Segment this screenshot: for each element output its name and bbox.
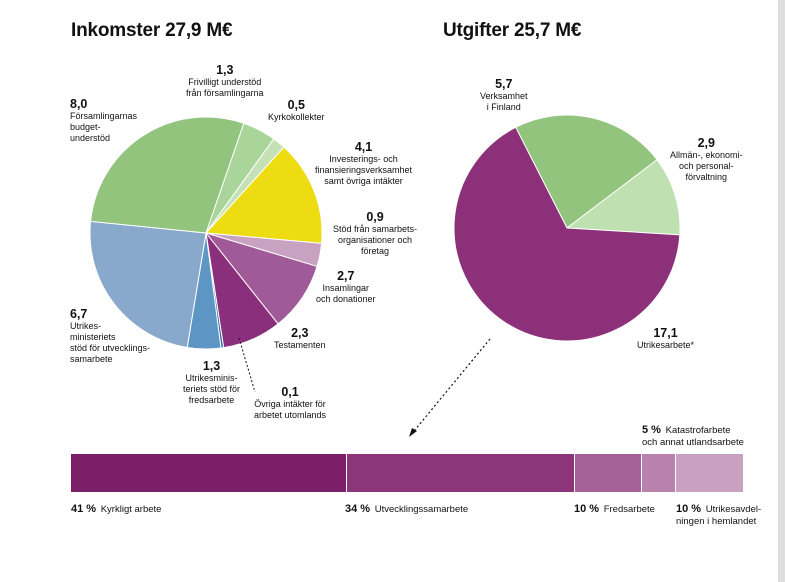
bar-label-kyrkligt: 41 % Kyrkligt arbete bbox=[71, 503, 162, 515]
connector-arrowhead bbox=[409, 428, 417, 437]
expense-label-forvaltning: 2,9 Allmän-, ekonomi- och personal- förv… bbox=[670, 136, 743, 182]
expense-slice-2-utrikesarbete bbox=[453, 126, 681, 342]
income-label-forsamlingarnas: 8,0 Församlingarnas budget- understöd bbox=[70, 97, 138, 143]
income-slice-9-forsamlingarnas bbox=[90, 116, 245, 234]
expense-label-finland: 5,7 Verksamhet i Finland bbox=[480, 77, 528, 112]
bar-segment-utrikesavdelningen bbox=[675, 454, 743, 492]
connector-dotted-arrow bbox=[413, 338, 491, 432]
income-label-testamenten: 2,3 Testamenten bbox=[274, 326, 326, 350]
income-label-investerings: 4,1 Investerings- och finansieringsverks… bbox=[315, 140, 413, 186]
income-chart-title: Inkomster 27,9 M€ bbox=[71, 20, 233, 41]
income-label-samarbetsorganisationer: 0,9 Stöd från samarbets- organisationer … bbox=[333, 210, 418, 256]
bar-segment-utvecklingssamarbete bbox=[346, 454, 575, 492]
bar-label-utvecklingssamarbete: 34 % Utvecklingssamarbete bbox=[345, 503, 469, 515]
income-label-kyrkokollekter: 0,5 Kyrkokollekter bbox=[268, 98, 325, 122]
income-label-ovriga-intakter: 0,1 Övriga intäkter för arbetet utomland… bbox=[254, 385, 327, 420]
bar-segment-fredsarbete bbox=[574, 454, 643, 492]
income-slice-2-investerings-och bbox=[204, 146, 323, 244]
page-edge-strip bbox=[778, 0, 785, 582]
bar-label-katastrofarbete: 5 % Katastrofarbete och annat utlandsarb… bbox=[642, 424, 744, 448]
expense-label-utrikesarbete: 17,1 Utrikesarbete* bbox=[637, 326, 695, 350]
income-label-fredsarbete-stod: 1,3 Utrikesminis- teriets stöd för freds… bbox=[183, 359, 241, 405]
income-label-frivilligt: 1,3 Frivilligt understöd från församling… bbox=[186, 63, 264, 98]
income-slice-8-utrikes bbox=[89, 220, 207, 349]
expense-pie bbox=[453, 114, 681, 342]
leader-line-ovriga bbox=[238, 337, 256, 393]
income-label-utvecklingssamarbete: 6,7 Utrikes- ministeriets stöd för utvec… bbox=[70, 307, 151, 364]
expense-chart-title: Utgifter 25,7 M€ bbox=[443, 20, 582, 41]
bar-label-utrikesavdelningen: 10 % Utrikesavdel- ningen i hemlandet bbox=[676, 503, 762, 527]
bar-segment-katastrofarbete bbox=[642, 454, 676, 492]
income-label-insamlingar: 2,7 Insamlingar och donationer bbox=[316, 269, 376, 304]
income-pie bbox=[89, 116, 323, 350]
utrikesarbete-stacked-bar bbox=[71, 454, 743, 492]
bar-segment-kyrkligt bbox=[71, 454, 347, 492]
expense-slice-1-allman-ekonomi bbox=[565, 159, 681, 236]
expense-slice-0-verksamhet bbox=[515, 114, 658, 229]
bar-label-fredsarbete: 10 % Fredsarbete bbox=[574, 503, 655, 515]
